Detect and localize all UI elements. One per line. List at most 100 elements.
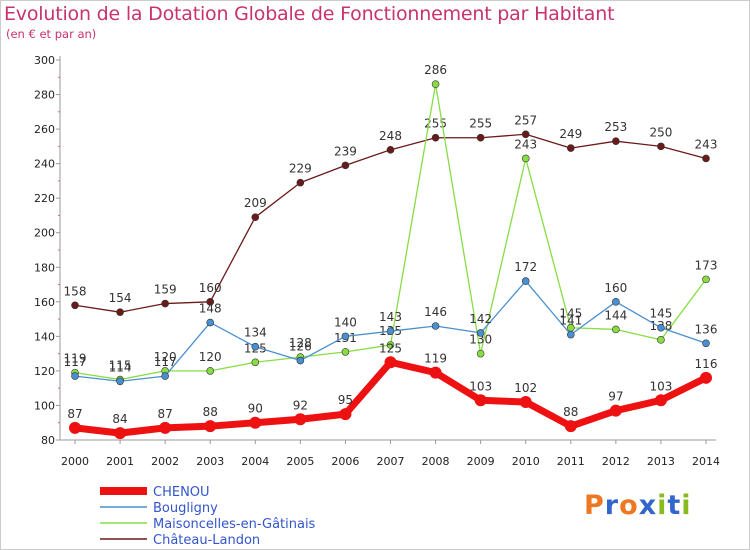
- data-point: [566, 144, 575, 152]
- data-label: 130: [469, 333, 492, 347]
- y-tick-label: 240: [34, 158, 55, 171]
- data-label: 95: [338, 393, 353, 407]
- logo-letter: o: [619, 490, 639, 521]
- data-label: 154: [109, 291, 132, 305]
- x-tick-label: 2004: [241, 455, 269, 468]
- data-point: [386, 341, 395, 349]
- legend-label-1: Bougligny: [153, 501, 218, 516]
- logo-letter: i: [657, 490, 668, 521]
- data-label: 117: [64, 355, 87, 369]
- data-point: [702, 339, 710, 348]
- data-point: [116, 377, 124, 386]
- data-point: [71, 301, 79, 310]
- legend-label-3: Château-Landon: [153, 533, 260, 548]
- data-label: 160: [199, 281, 222, 295]
- data-label: 286: [424, 63, 447, 77]
- y-tick-label: 280: [34, 89, 55, 102]
- data-point: [521, 130, 530, 139]
- data-label: 92: [293, 398, 308, 412]
- y-tick-label: 120: [34, 365, 55, 378]
- data-point: [431, 80, 440, 88]
- data-label: 88: [563, 405, 578, 419]
- data-label: 114: [109, 360, 132, 374]
- data-point: [700, 371, 712, 384]
- data-point: [341, 161, 350, 170]
- data-point: [566, 330, 575, 339]
- data-label: 103: [649, 379, 672, 393]
- data-point: [702, 154, 710, 163]
- x-tick-label: 2002: [151, 455, 179, 468]
- y-tick-label: 160: [34, 296, 55, 309]
- data-label: 243: [695, 137, 718, 151]
- data-label: 160: [604, 281, 627, 295]
- data-label: 116: [695, 357, 718, 371]
- data-point: [612, 325, 620, 334]
- data-point: [206, 367, 215, 375]
- logo-letter: r: [604, 490, 620, 521]
- data-label: 115: [109, 359, 132, 373]
- data-point: [612, 298, 620, 306]
- data-label: 253: [604, 120, 627, 134]
- data-label: 248: [379, 129, 402, 143]
- data-label: 141: [559, 314, 582, 328]
- x-tick-label: 2001: [106, 455, 134, 468]
- x-tick-label: 2006: [331, 455, 359, 468]
- y-tick-label: 140: [34, 330, 55, 343]
- chart-subtitle: (en € et par an): [6, 27, 97, 41]
- data-point: [296, 356, 305, 365]
- data-point: [429, 366, 442, 379]
- data-label: 84: [112, 412, 127, 426]
- data-point: [702, 275, 710, 284]
- data-label: 140: [334, 315, 357, 329]
- data-point: [609, 404, 622, 417]
- data-point: [69, 421, 81, 434]
- data-label: 120: [199, 350, 222, 364]
- data-point: [521, 277, 530, 285]
- data-label: 120: [154, 350, 177, 364]
- legend-label-0: CHENOU: [153, 485, 210, 500]
- data-point: [612, 137, 620, 145]
- data-label: 255: [469, 117, 492, 131]
- data-point: [296, 178, 305, 187]
- data-point: [116, 308, 124, 316]
- logo-letter: t: [667, 490, 682, 521]
- data-label: 119: [64, 352, 87, 366]
- data-label: 145: [649, 307, 672, 321]
- data-label: 119: [424, 352, 447, 366]
- logo-letter: x: [638, 490, 658, 521]
- data-label: 159: [154, 283, 177, 297]
- data-point: [159, 421, 172, 434]
- data-point: [204, 420, 217, 433]
- data-point: [71, 372, 79, 380]
- proxiti-logo: Proxiti: [584, 490, 692, 521]
- data-label: 142: [469, 312, 492, 326]
- data-label: 243: [514, 137, 537, 151]
- data-label: 145: [559, 307, 582, 321]
- x-tick-label: 2000: [61, 455, 89, 468]
- logo-letter: i: [681, 490, 692, 521]
- x-tick-label: 2011: [557, 455, 585, 468]
- data-label: 87: [67, 407, 82, 421]
- data-point: [251, 342, 260, 351]
- data-label: 88: [203, 405, 218, 419]
- data-point: [657, 142, 665, 151]
- y-tick-label: 100: [34, 399, 55, 412]
- y-tick-label: 300: [34, 54, 55, 67]
- x-tick-label: 2013: [647, 455, 675, 468]
- data-point: [564, 420, 577, 433]
- data-label: 126: [289, 340, 312, 354]
- data-label: 103: [469, 379, 492, 393]
- data-point: [431, 322, 440, 330]
- x-tick-label: 2005: [286, 455, 314, 468]
- data-point: [476, 329, 485, 337]
- data-point: [476, 349, 485, 358]
- data-label: 209: [244, 196, 267, 210]
- data-label: 143: [379, 310, 402, 324]
- data-point: [474, 394, 487, 407]
- data-point: [521, 154, 530, 163]
- data-label: 146: [424, 305, 447, 319]
- data-label: 229: [289, 162, 312, 176]
- x-tick-label: 2008: [422, 455, 450, 468]
